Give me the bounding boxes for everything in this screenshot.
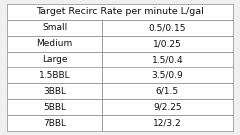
Text: Target Recirc Rate per minute L/gal: Target Recirc Rate per minute L/gal	[36, 7, 204, 16]
Text: 1.5/0.4: 1.5/0.4	[152, 55, 183, 64]
Text: 6/1.5: 6/1.5	[156, 87, 179, 96]
Text: 1/0.25: 1/0.25	[153, 39, 182, 48]
Bar	[102, 83, 233, 99]
Bar	[7, 4, 233, 20]
Bar	[7, 99, 102, 115]
Bar	[7, 115, 102, 131]
Text: Large: Large	[42, 55, 67, 64]
Bar	[102, 36, 233, 52]
Text: 3BBL: 3BBL	[43, 87, 66, 96]
Text: 3.5/0.9: 3.5/0.9	[151, 71, 183, 80]
Text: Medium: Medium	[36, 39, 73, 48]
Bar	[7, 36, 102, 52]
Bar	[102, 20, 233, 36]
Text: 1.5BBL: 1.5BBL	[39, 71, 70, 80]
Bar	[102, 52, 233, 68]
Bar	[7, 52, 102, 68]
Text: 12/3.2: 12/3.2	[153, 119, 182, 128]
Text: 0.5/0.15: 0.5/0.15	[149, 23, 186, 32]
Bar	[102, 99, 233, 115]
Bar	[102, 115, 233, 131]
Bar	[7, 83, 102, 99]
Text: Small: Small	[42, 23, 67, 32]
Bar	[7, 20, 102, 36]
Text: 9/2.25: 9/2.25	[153, 103, 182, 112]
Bar	[102, 68, 233, 83]
Text: 5BBL: 5BBL	[43, 103, 66, 112]
Bar	[7, 68, 102, 83]
Text: 7BBL: 7BBL	[43, 119, 66, 128]
